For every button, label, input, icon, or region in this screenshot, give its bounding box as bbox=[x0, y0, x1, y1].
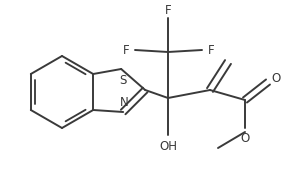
Text: S: S bbox=[119, 75, 127, 88]
Text: O: O bbox=[240, 132, 250, 145]
Text: F: F bbox=[165, 4, 171, 17]
Text: OH: OH bbox=[159, 140, 177, 153]
Text: O: O bbox=[271, 72, 281, 85]
Text: F: F bbox=[208, 44, 214, 57]
Text: F: F bbox=[123, 44, 129, 57]
Text: N: N bbox=[120, 96, 128, 109]
